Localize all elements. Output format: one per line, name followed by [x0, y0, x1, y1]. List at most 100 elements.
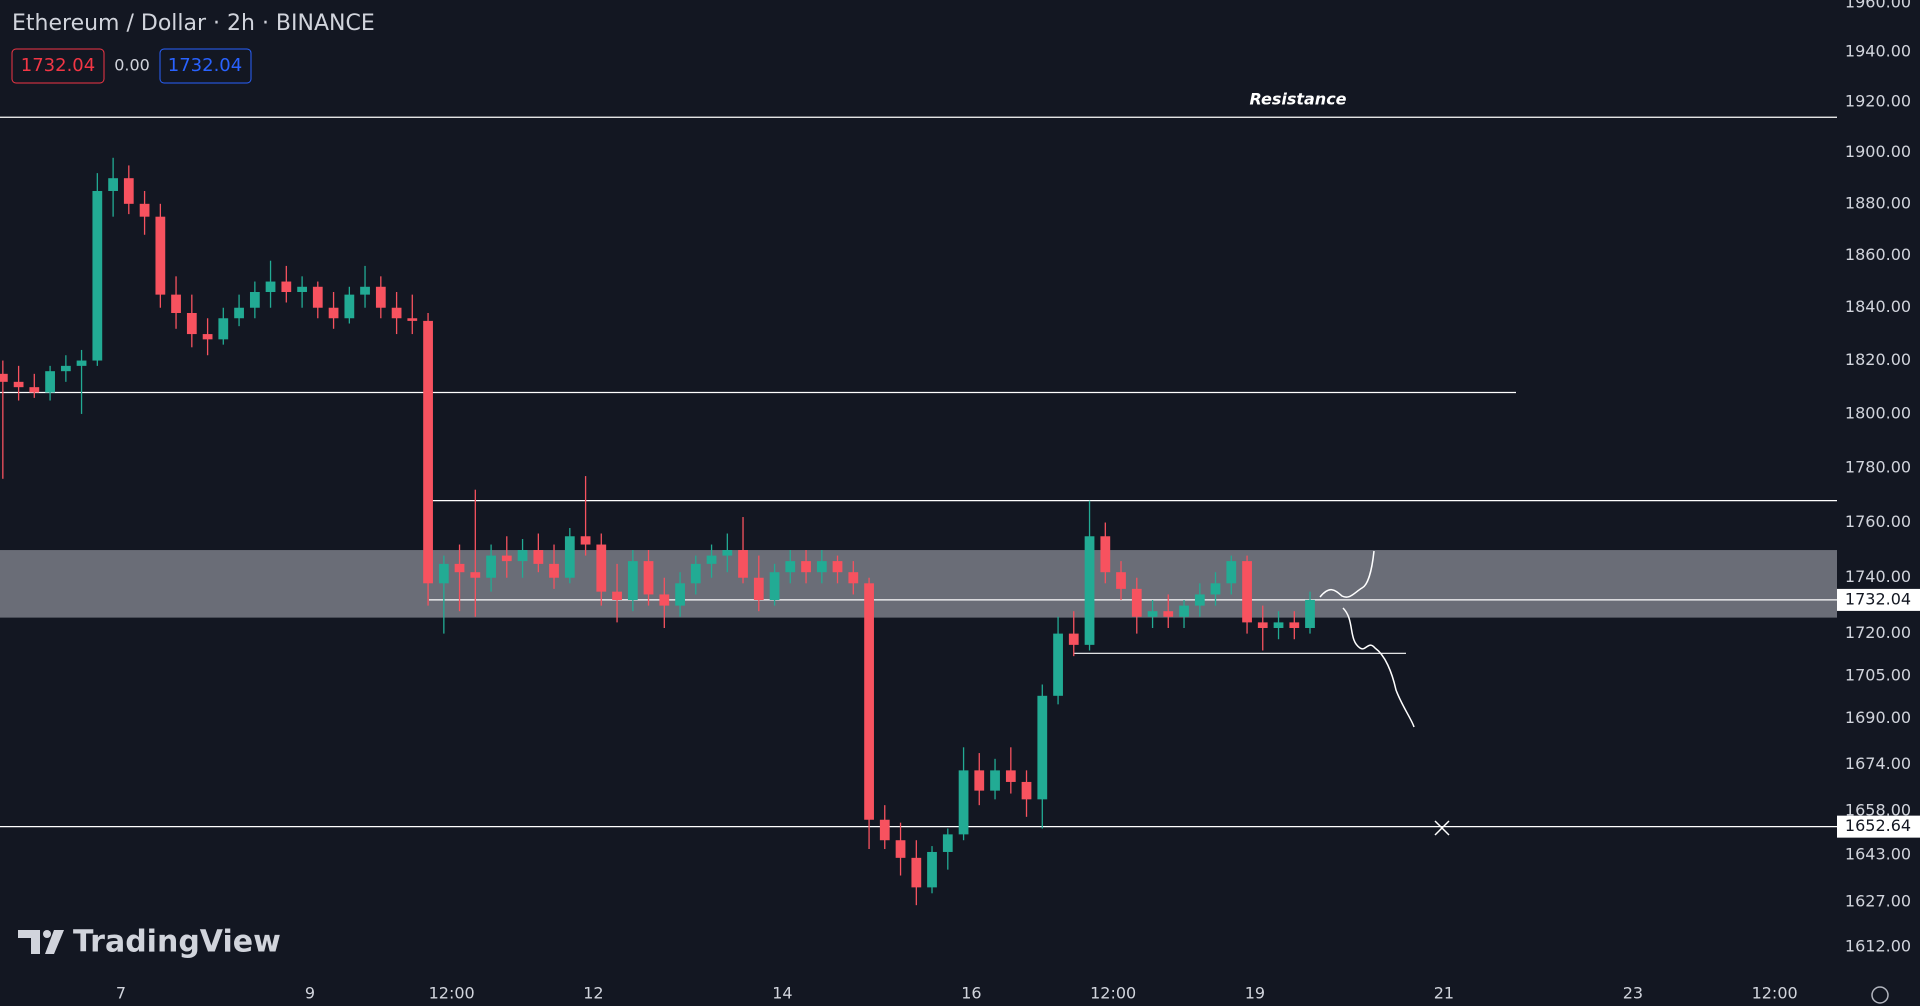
candle-body: [596, 544, 607, 592]
candle-body: [879, 819, 890, 841]
candle-body: [722, 550, 733, 556]
brand-name: TradingView: [73, 925, 281, 960]
y-tick-label: 1690.00: [1845, 708, 1911, 727]
candle-body: [738, 550, 748, 578]
candle-body: [202, 334, 213, 340]
candle-body: [958, 770, 969, 835]
candle-body: [45, 371, 55, 393]
y-tick-label: 1720.00: [1845, 623, 1911, 642]
brand-logo: [18, 930, 64, 954]
y-tick-label: 1880.00: [1845, 193, 1911, 212]
candle-body: [1021, 781, 1032, 800]
x-tick-label: 21: [1434, 984, 1454, 1003]
y-tick-label: 1860.00: [1845, 245, 1911, 264]
x-tick-label: 16: [961, 984, 981, 1003]
chart-title: Ethereum / Dollar · 2h · BINANCE: [12, 11, 375, 36]
settings-icon[interactable]: [1871, 986, 1889, 1004]
candle-body: [580, 536, 591, 545]
buy-price[interactable]: 1732.04: [168, 55, 242, 76]
candle-body: [974, 770, 985, 791]
candle-body: [927, 851, 937, 888]
candle-body: [1179, 605, 1189, 617]
candle-body: [816, 561, 827, 573]
candle-body: [1305, 599, 1315, 628]
y-tick-label: 1705.00: [1845, 665, 1911, 684]
candle-body: [1005, 770, 1016, 782]
x-tick-label: 23: [1623, 984, 1643, 1003]
sell-box[interactable]: [11, 48, 105, 84]
candle-body: [1226, 561, 1237, 584]
candle-body: [312, 286, 323, 308]
candle-body: [171, 294, 181, 313]
y-tick-label: 1780.00: [1845, 457, 1911, 476]
projection-down: [1342, 607, 1415, 728]
x-tick-label: 14: [772, 984, 792, 1003]
x-tick-label: 19: [1245, 984, 1265, 1003]
candles-layer: [0, 157, 1315, 906]
candle-body: [533, 550, 544, 564]
candle-body: [501, 555, 512, 562]
candle-body: [123, 178, 134, 204]
candle-body: [864, 583, 874, 820]
x-tick-label: 12:00: [1090, 984, 1136, 1003]
candle-body: [769, 572, 780, 601]
candle-body: [848, 572, 859, 584]
candle-body: [564, 536, 575, 578]
candle-body: [895, 840, 906, 858]
buy-box[interactable]: [159, 48, 252, 84]
y-tick-label: 1760.00: [1845, 512, 1911, 531]
candle-body: [549, 563, 559, 578]
candle-body: [517, 550, 528, 562]
y-tick-label: 1840.00: [1845, 297, 1911, 316]
y-tick-label: 1800.00: [1845, 403, 1911, 422]
target-mark: [1434, 820, 1450, 836]
candle-body: [801, 561, 811, 573]
candle-body: [942, 834, 953, 852]
candle-body: [234, 307, 244, 319]
price-box-label: 1652.64: [1845, 816, 1911, 835]
candle-body: [155, 216, 166, 295]
candle-body: [0, 373, 8, 382]
candle-body: [423, 320, 433, 584]
price-box-label: 1732.04: [1845, 589, 1911, 608]
candle-body: [753, 577, 764, 601]
resistance-label: Resistance: [1249, 90, 1346, 109]
price-box: [1837, 588, 1920, 611]
candle-body: [643, 561, 654, 595]
candle-body: [612, 591, 622, 601]
candle-body: [360, 286, 370, 295]
y-tick-label: 1820.00: [1845, 350, 1911, 369]
candle-body: [328, 307, 339, 319]
candle-body: [706, 555, 717, 564]
candle-body: [1147, 611, 1158, 617]
candle-body: [249, 292, 260, 308]
candle-body: [92, 190, 103, 361]
candle-body: [627, 561, 638, 601]
y-tick-label: 1658.00: [1845, 800, 1911, 819]
candle-body: [486, 555, 496, 578]
candle-body: [1273, 622, 1284, 628]
y-tick-label: 1940.00: [1845, 42, 1911, 61]
support-zone: [0, 550, 1837, 618]
axis-layer: 1960.00 1940.00 1920.00 1900.00 1880.00 1860.…: [116, 0, 1920, 1003]
candle-body: [1100, 536, 1111, 573]
sell-price[interactable]: 1732.04: [21, 55, 95, 76]
candle-body: [1163, 611, 1174, 617]
candle-body: [375, 286, 386, 308]
candle-body: [832, 561, 843, 573]
candle-body: [785, 561, 796, 573]
y-tick-label: 1612.00: [1845, 936, 1911, 955]
x-tick-label: 12: [583, 984, 603, 1003]
candle-body: [1289, 622, 1300, 628]
candle-body: [1084, 536, 1095, 645]
price-box: [1837, 815, 1920, 838]
candle-body: [265, 281, 276, 293]
candle-body: [470, 572, 481, 578]
candle-body: [659, 594, 670, 606]
candle-body: [1116, 572, 1126, 589]
x-tick-label: 12:00: [1752, 984, 1798, 1003]
candle-body: [1068, 633, 1079, 645]
candle-body: [990, 770, 1000, 791]
